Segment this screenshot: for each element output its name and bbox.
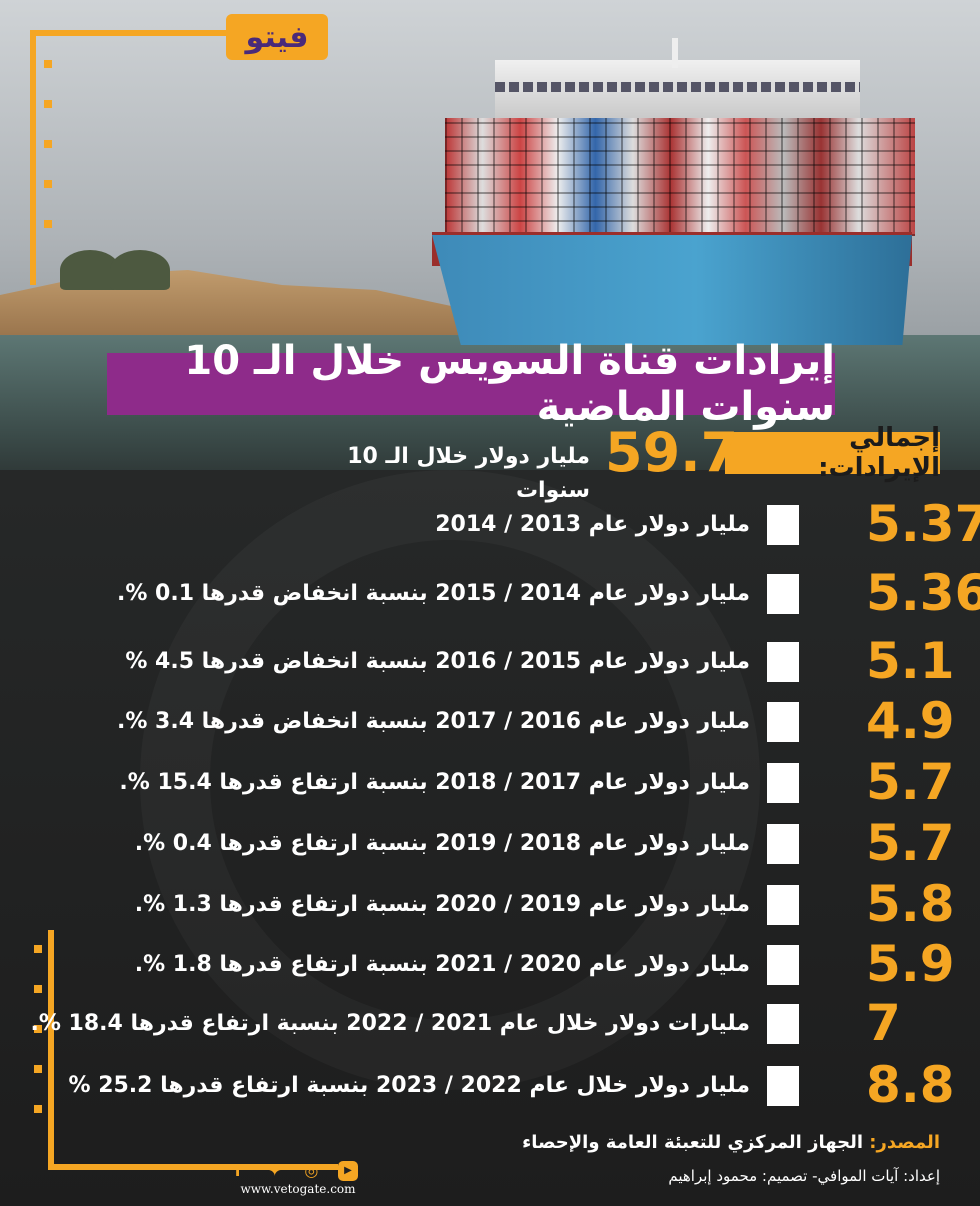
list-item: 7 مليارات دولار خلال عام 2021 / 2022 بنسب… [30, 994, 940, 1056]
frame-line-left-bottom [48, 930, 54, 1170]
revenue-value: 5.1 [866, 632, 955, 690]
list-item: 5.7 مليار دولار عام 2017 / 2018 بنسبة ارت… [60, 753, 954, 815]
list-item: 4.9 مليار دولار عام 2016 / 2017 بنسبة انخ… [60, 692, 955, 754]
revenue-description: مليار دولار خلال عام 2022 / 2023 بنسبة ا… [68, 1073, 750, 1098]
total-label: إجمالي الإيرادات: [725, 423, 940, 483]
frame-line-bottom [48, 1164, 338, 1170]
bullet-square [767, 945, 799, 985]
revenue-value: 5.9 [866, 935, 955, 993]
social-icons: f ✦ ◎ ▶ [228, 1160, 358, 1182]
page-title: إيرادات قناة السويس خلال الـ 10 سنوات ال… [107, 338, 835, 430]
frame-tick [44, 100, 52, 108]
bullet-square [767, 885, 799, 925]
bullet-square [767, 763, 799, 803]
frame-line-left [30, 30, 36, 285]
revenue-value: 5.36 [866, 564, 980, 622]
palm-trees [110, 250, 170, 290]
revenue-value: 5.7 [866, 814, 955, 872]
total-unit: مليار دولار خلال الـ 10 سنوات [347, 444, 590, 503]
twitter-icon[interactable]: ✦ [267, 1161, 282, 1180]
list-item: 5.37 مليار دولار عام 2013 / 2014 [60, 495, 980, 557]
ship-mast [672, 38, 678, 68]
instagram-icon[interactable]: ◎ [304, 1161, 319, 1180]
website-url[interactable]: www.vetogate.com [240, 1182, 356, 1196]
revenue-value: 5.37 [866, 495, 980, 553]
revenue-description: مليار دولار عام 2016 / 2017 بنسبة انخفاض… [116, 709, 750, 734]
frame-line-top [30, 30, 310, 36]
source-line: المصدر: الجهاز المركزي للتعبئة العامة وا… [300, 1128, 940, 1158]
veto-logo: فيتو [226, 14, 328, 60]
list-item: 5.9 مليار دولار عام 2020 / 2021 بنسبة ارت… [60, 935, 955, 997]
frame-tick [34, 1025, 42, 1033]
revenue-description: مليار دولار عام 2017 / 2018 بنسبة ارتفاع… [119, 770, 750, 795]
revenue-description: مليار دولار عام 2013 / 2014 [435, 512, 750, 537]
bullet-square [767, 702, 799, 742]
bullet-square [767, 824, 799, 864]
revenue-description: مليار دولار عام 2020 / 2021 بنسبة ارتفاع… [134, 952, 750, 977]
frame-tick [44, 140, 52, 148]
source-label: المصدر: [869, 1132, 940, 1153]
total-value: 59.7 [605, 421, 739, 484]
ship-containers [445, 118, 915, 236]
frame-tick [34, 1065, 42, 1073]
frame-tick [44, 220, 52, 228]
revenue-description: مليار دولار عام 2018 / 2019 بنسبة ارتفاع… [134, 831, 750, 856]
revenue-description: مليار دولار عام 2014 / 2015 بنسبة انخفاض… [116, 581, 750, 606]
credits: إعداد: آيات الموافي- تصميم: محمود إبراهي… [668, 1167, 940, 1185]
revenue-value: 7 [866, 994, 901, 1052]
list-item: 8.8 مليار دولار خلال عام 2022 / 2023 بنسب… [60, 1056, 954, 1118]
bullet-square [767, 1004, 799, 1044]
bullet-square [767, 505, 799, 545]
list-item: 5.1 مليار دولار عام 2015 / 2016 بنسبة انخ… [60, 632, 954, 694]
dark-background [0, 470, 980, 1206]
revenue-description: مليارات دولار خلال عام 2021 / 2022 بنسبة… [30, 1011, 750, 1036]
bullet-square [767, 1066, 799, 1106]
frame-tick [44, 60, 52, 68]
frame-tick [34, 985, 42, 993]
bullet-square [767, 642, 799, 682]
revenue-value: 5.7 [866, 753, 955, 811]
revenue-value: 4.9 [866, 692, 955, 750]
revenue-value: 8.8 [866, 1056, 955, 1114]
frame-tick [44, 180, 52, 188]
revenue-description: مليار دولار عام 2019 / 2020 بنسبة ارتفاع… [134, 892, 750, 917]
revenue-value: 5.8 [866, 875, 955, 933]
source-text: الجهاز المركزي للتعبئة العامة والإحصاء [522, 1132, 864, 1153]
bullet-square [767, 574, 799, 614]
list-item: 5.7 مليار دولار عام 2018 / 2019 بنسبة ارت… [60, 814, 955, 876]
revenue-description: مليار دولار عام 2015 / 2016 بنسبة انخفاض… [125, 649, 750, 674]
ship-hull [432, 235, 912, 345]
facebook-icon[interactable]: f [234, 1161, 242, 1180]
list-item: 5.36 مليار دولار عام 2014 / 2015 بنسبة ان… [60, 564, 980, 626]
list-item: 5.8 مليار دولار عام 2019 / 2020 بنسبة ارت… [60, 875, 955, 937]
youtube-icon[interactable]: ▶ [337, 1161, 358, 1181]
frame-tick [34, 1105, 42, 1113]
frame-tick [34, 945, 42, 953]
ship-bridge [495, 60, 860, 120]
